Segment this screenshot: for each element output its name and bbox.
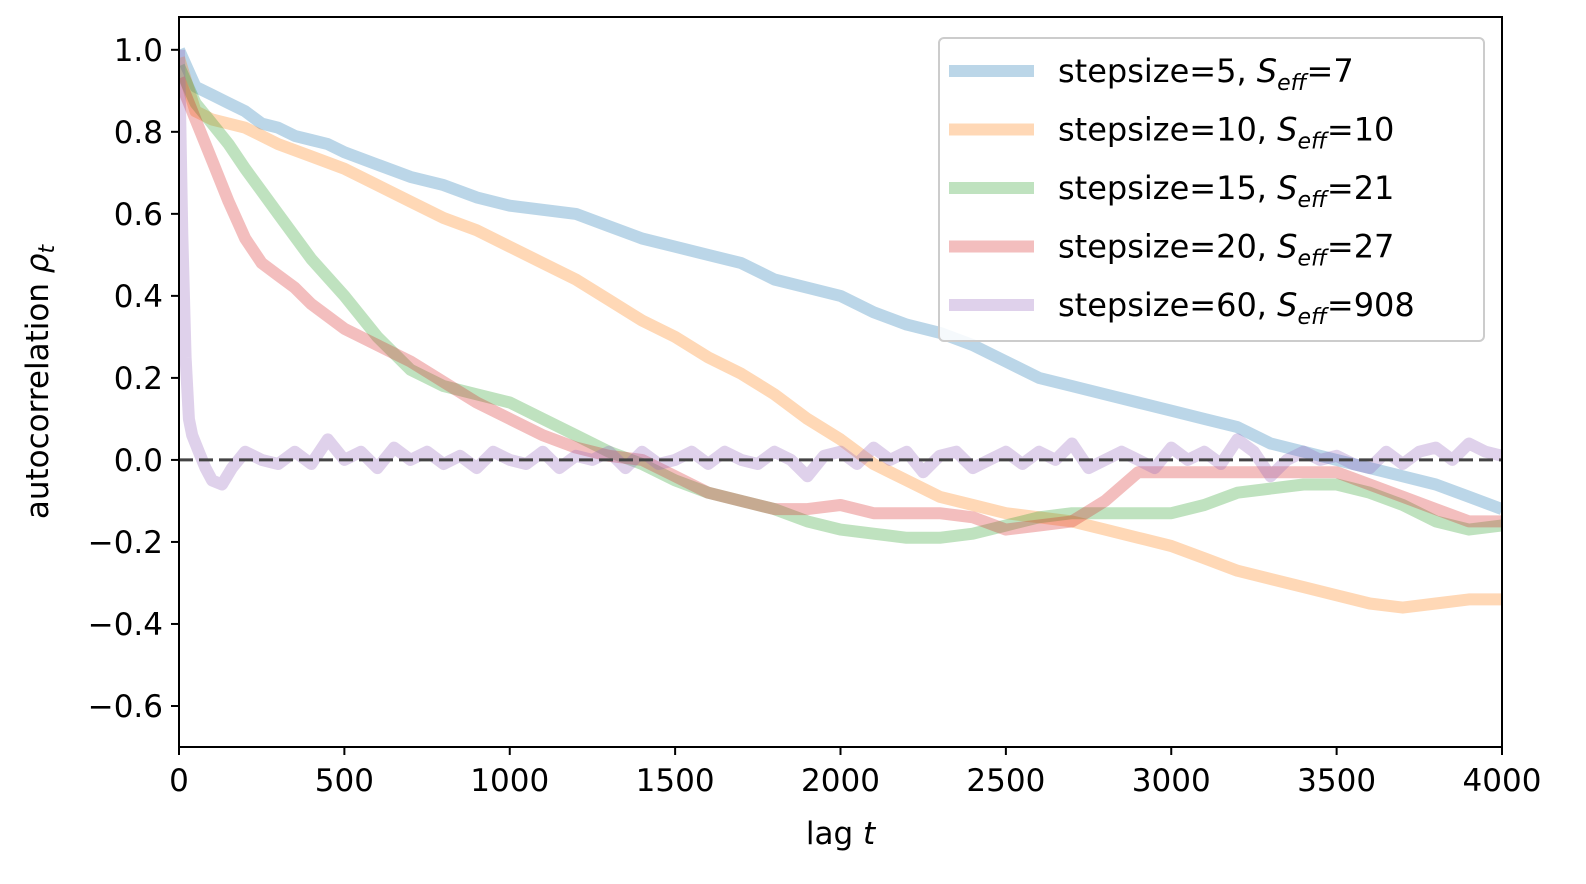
- y-tick-label: −0.2: [88, 525, 163, 561]
- legend-entry-2: stepsize=10, Seff=10: [1058, 111, 1394, 155]
- plot-area: [179, 47, 1502, 614]
- x-tick-label: 3500: [1297, 763, 1376, 799]
- y-tick-label: 0.8: [114, 115, 163, 151]
- legend-entry-5: stepsize=60, Seff=908: [1058, 286, 1415, 330]
- y-tick-label: 0.4: [114, 279, 163, 315]
- axes: 0 500 1000 1500 2000 2500 3000 3500 4000 −0.6 −0.4…: [20, 16, 1542, 852]
- legend-entry-3: stepsize=15, Seff=21: [1058, 169, 1394, 213]
- series-line-3: [179, 63, 1502, 544]
- series-line-4: [179, 76, 1502, 536]
- legend-box: [938, 37, 1485, 342]
- x-tick-label: 1000: [470, 763, 549, 799]
- legend-entry-4: stepsize=20, Seff=27: [1058, 228, 1394, 272]
- y-tick-label: −0.4: [88, 607, 163, 643]
- x-tick-label: 4000: [1463, 763, 1542, 799]
- y-axis-label: autocorrelation ρt: [20, 243, 60, 519]
- legend: stepsize=5, Seff=7 stepsize=10, Seff=10 st…: [938, 37, 1485, 342]
- y-tick-label: 0.0: [114, 443, 163, 479]
- x-tick-label: 2000: [801, 763, 880, 799]
- series-line-1: [179, 47, 1502, 515]
- legend-entry-1: stepsize=5, Seff=7: [1058, 52, 1354, 96]
- y-tick-label: −0.6: [88, 689, 163, 725]
- y-tick-label: 0.6: [114, 197, 163, 233]
- y-tick-label: 1.0: [114, 33, 163, 69]
- x-tick-label: 0: [169, 763, 189, 799]
- x-tick-label: 2500: [966, 763, 1045, 799]
- x-tick-label: 500: [315, 763, 374, 799]
- x-tick-label: 1500: [636, 763, 715, 799]
- x-tick-label: 3000: [1132, 763, 1211, 799]
- series-line-2: [179, 56, 1502, 614]
- y-tick-label: 0.2: [114, 361, 163, 397]
- x-axis-label: lag t: [806, 816, 877, 852]
